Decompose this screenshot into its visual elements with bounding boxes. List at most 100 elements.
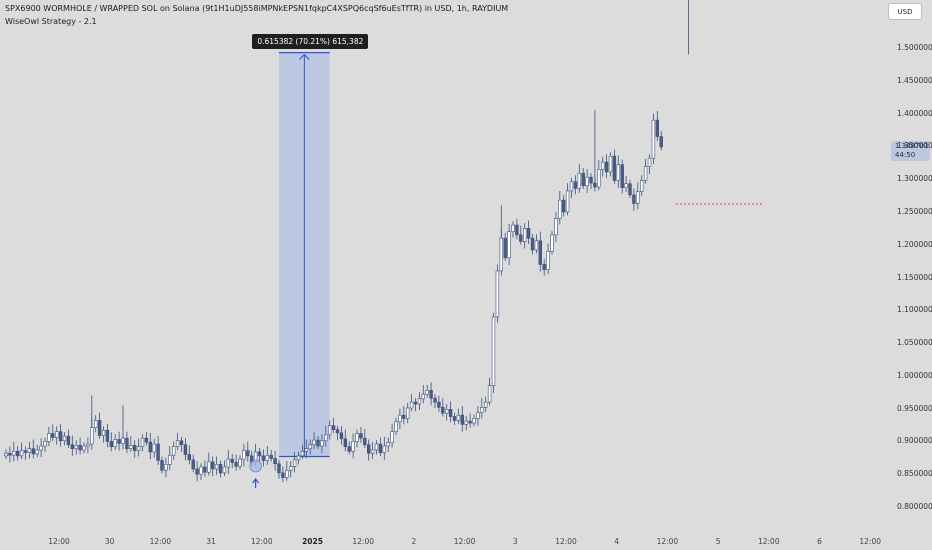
candle-body	[222, 466, 227, 474]
candle-body	[261, 455, 266, 461]
candle-body	[125, 437, 129, 449]
candle-body	[394, 421, 398, 432]
candle-body	[82, 445, 86, 451]
symbol-title[interactable]: SPX6900 WORMHOLE / WRAPPED SOL on Solana…	[5, 4, 509, 13]
candle-body	[441, 407, 445, 414]
candle-body	[569, 181, 574, 192]
candle-body	[659, 136, 663, 148]
candle-body	[519, 234, 523, 242]
candle-body	[565, 190, 570, 213]
candle-body	[647, 157, 652, 167]
candle-body	[74, 445, 78, 449]
time-tick-label: 12:00	[757, 537, 780, 546]
candle-body	[207, 461, 211, 473]
candle-body	[444, 408, 449, 414]
candle-body	[538, 240, 543, 265]
candle-body	[655, 119, 660, 137]
time-tick-label: 3	[512, 537, 518, 546]
candle-body	[117, 439, 121, 444]
candle-body	[265, 454, 269, 461]
candle-body	[31, 448, 35, 455]
time-tick-label: 6	[817, 537, 822, 546]
candle-body	[214, 464, 219, 470]
candle-body	[269, 454, 273, 459]
candle-body	[179, 440, 184, 446]
candle-body	[152, 443, 156, 453]
candle-body	[390, 431, 394, 444]
candle-body	[312, 439, 316, 446]
candle-body	[374, 443, 379, 451]
candle-body	[148, 441, 152, 453]
currency-button[interactable]: USD	[888, 3, 922, 20]
candle-body	[643, 166, 648, 181]
price-tick-label: 0.950000	[897, 403, 932, 413]
candle-body	[452, 416, 457, 421]
candle-body	[58, 431, 63, 442]
candle-body	[160, 460, 164, 471]
candle-body	[101, 429, 106, 436]
candle-body	[503, 237, 507, 259]
current-price-value: 1.348701	[895, 142, 929, 151]
candle-body	[589, 176, 593, 184]
candle-body	[417, 398, 422, 405]
candle-body	[530, 237, 535, 251]
price-tick-label: 1.200000	[897, 239, 932, 249]
candle-body	[66, 435, 71, 446]
candle-body	[343, 438, 347, 447]
candle-body	[460, 414, 464, 425]
time-tick-label: 5	[715, 537, 721, 546]
candle-body	[546, 250, 550, 270]
candle-body	[608, 155, 613, 173]
candle-body	[218, 464, 223, 474]
candle-body	[281, 472, 285, 478]
candle-body	[483, 401, 488, 408]
candle-body	[97, 420, 102, 436]
price-tick-label: 1.500000	[897, 43, 932, 52]
candle-body	[604, 161, 609, 173]
candle-body	[413, 401, 418, 405]
candle-body	[211, 461, 215, 470]
candle-body	[242, 450, 246, 460]
price-tick-label: 1.250000	[897, 206, 932, 216]
candle-body	[628, 183, 632, 196]
price-tick-label: 1.150000	[897, 272, 932, 282]
candle-body	[230, 458, 234, 463]
candle-body	[522, 228, 527, 242]
candle-body	[464, 420, 468, 425]
candle-body	[386, 442, 390, 447]
candle-body	[405, 407, 410, 419]
candle-body	[183, 444, 188, 455]
candle-body	[620, 164, 624, 188]
candle-body	[616, 164, 621, 181]
candle-body	[577, 172, 582, 189]
signal-badge	[249, 459, 262, 473]
indicator-label[interactable]: WiseOwl Strategy - 2.1	[5, 17, 97, 26]
candle-body	[109, 441, 114, 447]
candle-body	[238, 458, 242, 467]
candle-body	[35, 449, 39, 455]
time-tick-label: 2025	[302, 537, 323, 546]
price-tick-label: 0.900000	[897, 436, 932, 446]
candle-body	[199, 466, 203, 475]
candle-body	[624, 183, 628, 188]
candle-body	[550, 234, 554, 252]
candle-body	[351, 441, 355, 452]
candle-body	[499, 237, 503, 272]
buy-arrow-icon	[252, 477, 260, 484]
candle-body	[600, 161, 605, 170]
candle-body	[144, 437, 149, 443]
candle-body	[300, 450, 305, 457]
price-tick-label: 1.050000	[897, 338, 932, 348]
candle-body	[339, 432, 344, 440]
candle-body	[51, 433, 55, 438]
candle-body	[23, 450, 28, 453]
candle-body	[78, 445, 82, 451]
candle-body	[366, 444, 371, 454]
candle-body	[359, 433, 363, 439]
candle-body	[129, 445, 133, 449]
time-tick-label: 31	[206, 537, 216, 546]
candle-body	[203, 466, 207, 473]
candle-body	[597, 169, 601, 188]
